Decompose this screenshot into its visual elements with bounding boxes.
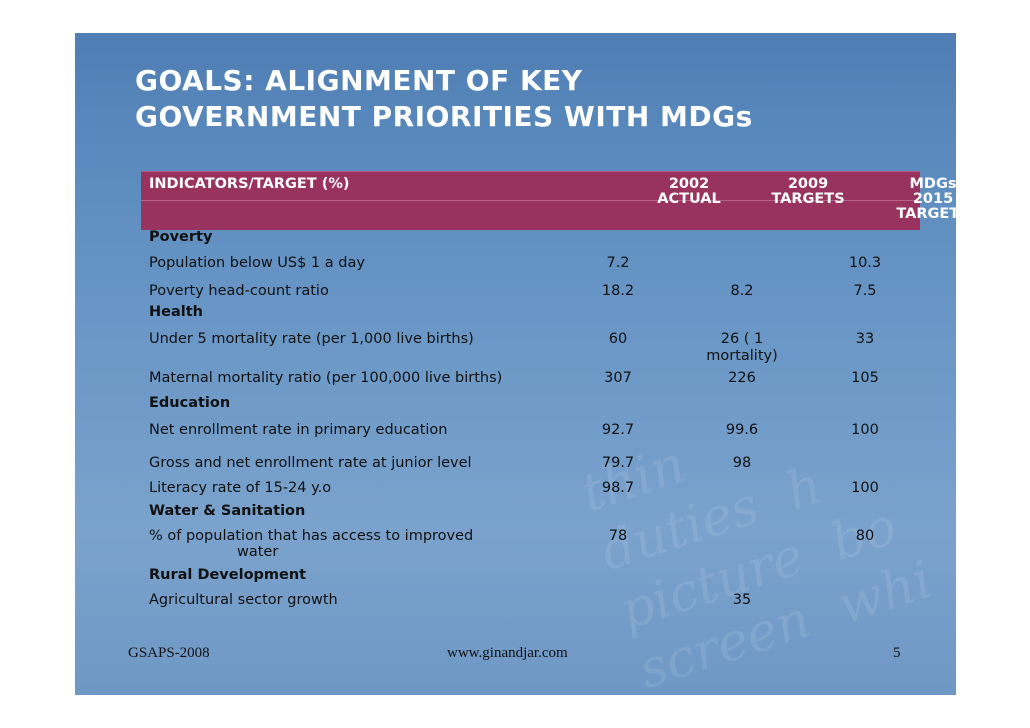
- footer-center: www.ginandjar.com: [447, 645, 568, 661]
- cell-2009-gross-enroll: 98: [732, 455, 752, 471]
- row-label-under5: Under 5 mortality rate (per 1,000 live b…: [149, 331, 474, 347]
- section-education: Education: [149, 395, 231, 411]
- row-label-water-access: % of population that has access to impro…: [149, 528, 474, 544]
- cell-2002-headcount: 18.2: [601, 283, 635, 299]
- cell-mdg-net-enroll: 100: [851, 422, 879, 438]
- cell-mdg-water-access: 80: [855, 528, 875, 544]
- cell-mdg-under5: 33: [855, 331, 875, 347]
- cell-2002-maternal: 307: [604, 370, 632, 386]
- cell-mdg-headcount: 7.5: [853, 283, 877, 299]
- header-mdg-label: TARGETS: [896, 206, 956, 222]
- cell-2009-maternal: 226: [728, 370, 756, 386]
- cell-2002-water-access: 78: [608, 528, 628, 544]
- slide-title: GOALS: ALIGNMENT OF KEY GOVERNMENT PRIOR…: [135, 63, 753, 135]
- section-health: Health: [149, 304, 203, 320]
- section-poverty: Poverty: [149, 229, 213, 245]
- row-label-water-access-cont: water: [237, 544, 279, 560]
- footer-left: GSAPS-2008: [128, 645, 210, 661]
- header-2009: 2009 TARGETS: [758, 177, 858, 207]
- header-mdg-title: MDGs: [909, 176, 957, 192]
- cell-2009-under5: 26 ( 1 mortality): [692, 331, 792, 365]
- cell-2002-population-below: 7.2: [606, 255, 630, 271]
- section-rural: Rural Development: [149, 567, 307, 583]
- header-2009-label: TARGETS: [771, 191, 845, 207]
- title-line-2: GOVERNMENT PRIORITIES WITH MDGs: [135, 100, 753, 133]
- cell-2009-headcount: 8.2: [730, 283, 754, 299]
- cell-2009-under5-note: mortality): [706, 348, 778, 364]
- header-mdg-year: 2015: [912, 191, 954, 207]
- page-number: 5: [893, 645, 901, 661]
- row-label-net-enroll: Net enrollment rate in primary education: [149, 422, 448, 438]
- cell-2009-under5-value: 26 ( 1: [720, 331, 764, 347]
- cell-2009-net-enroll: 99.6: [725, 422, 759, 438]
- cell-mdg-population-below: 10.3: [848, 255, 882, 271]
- header-divider: [141, 200, 920, 201]
- row-label-headcount: Poverty head-count ratio: [149, 283, 329, 299]
- cell-2002-under5: 60: [608, 331, 628, 347]
- row-label-agri: Agricultural sector growth: [149, 592, 338, 608]
- header-2009-year: 2009: [787, 176, 829, 192]
- row-label-literacy: Literacy rate of 15-24 y.o: [149, 480, 332, 496]
- header-mdg: MDGs 2015 TARGETS: [878, 177, 956, 222]
- header-2002: 2002 ACTUAL: [644, 177, 734, 207]
- header-indicators: INDICATORS/TARGET (%): [149, 176, 350, 192]
- header-2002-year: 2002: [668, 176, 710, 192]
- section-water: Water & Sanitation: [149, 503, 306, 519]
- row-label-maternal: Maternal mortality ratio (per 100,000 li…: [149, 370, 503, 386]
- header-2002-label: ACTUAL: [657, 191, 721, 207]
- row-label-population-below: Population below US$ 1 a day: [149, 255, 365, 271]
- table-header: INDICATORS/TARGET (%) 2002 ACTUAL 2009 T…: [141, 171, 956, 230]
- cell-mdg-maternal: 105: [851, 370, 879, 386]
- title-line-1: GOALS: ALIGNMENT OF KEY: [135, 64, 583, 97]
- cell-mdg-literacy: 100: [851, 480, 879, 496]
- cell-2002-net-enroll: 92.7: [601, 422, 635, 438]
- cell-2009-agri: 35: [732, 592, 752, 608]
- cell-2002-gross-enroll: 79.7: [601, 455, 635, 471]
- row-label-gross-enroll: Gross and net enrollment rate at junior …: [149, 455, 472, 471]
- cell-2002-literacy: 98.7: [601, 480, 635, 496]
- slide: thin duties h picture bo screen whi GOALS:…: [75, 33, 956, 695]
